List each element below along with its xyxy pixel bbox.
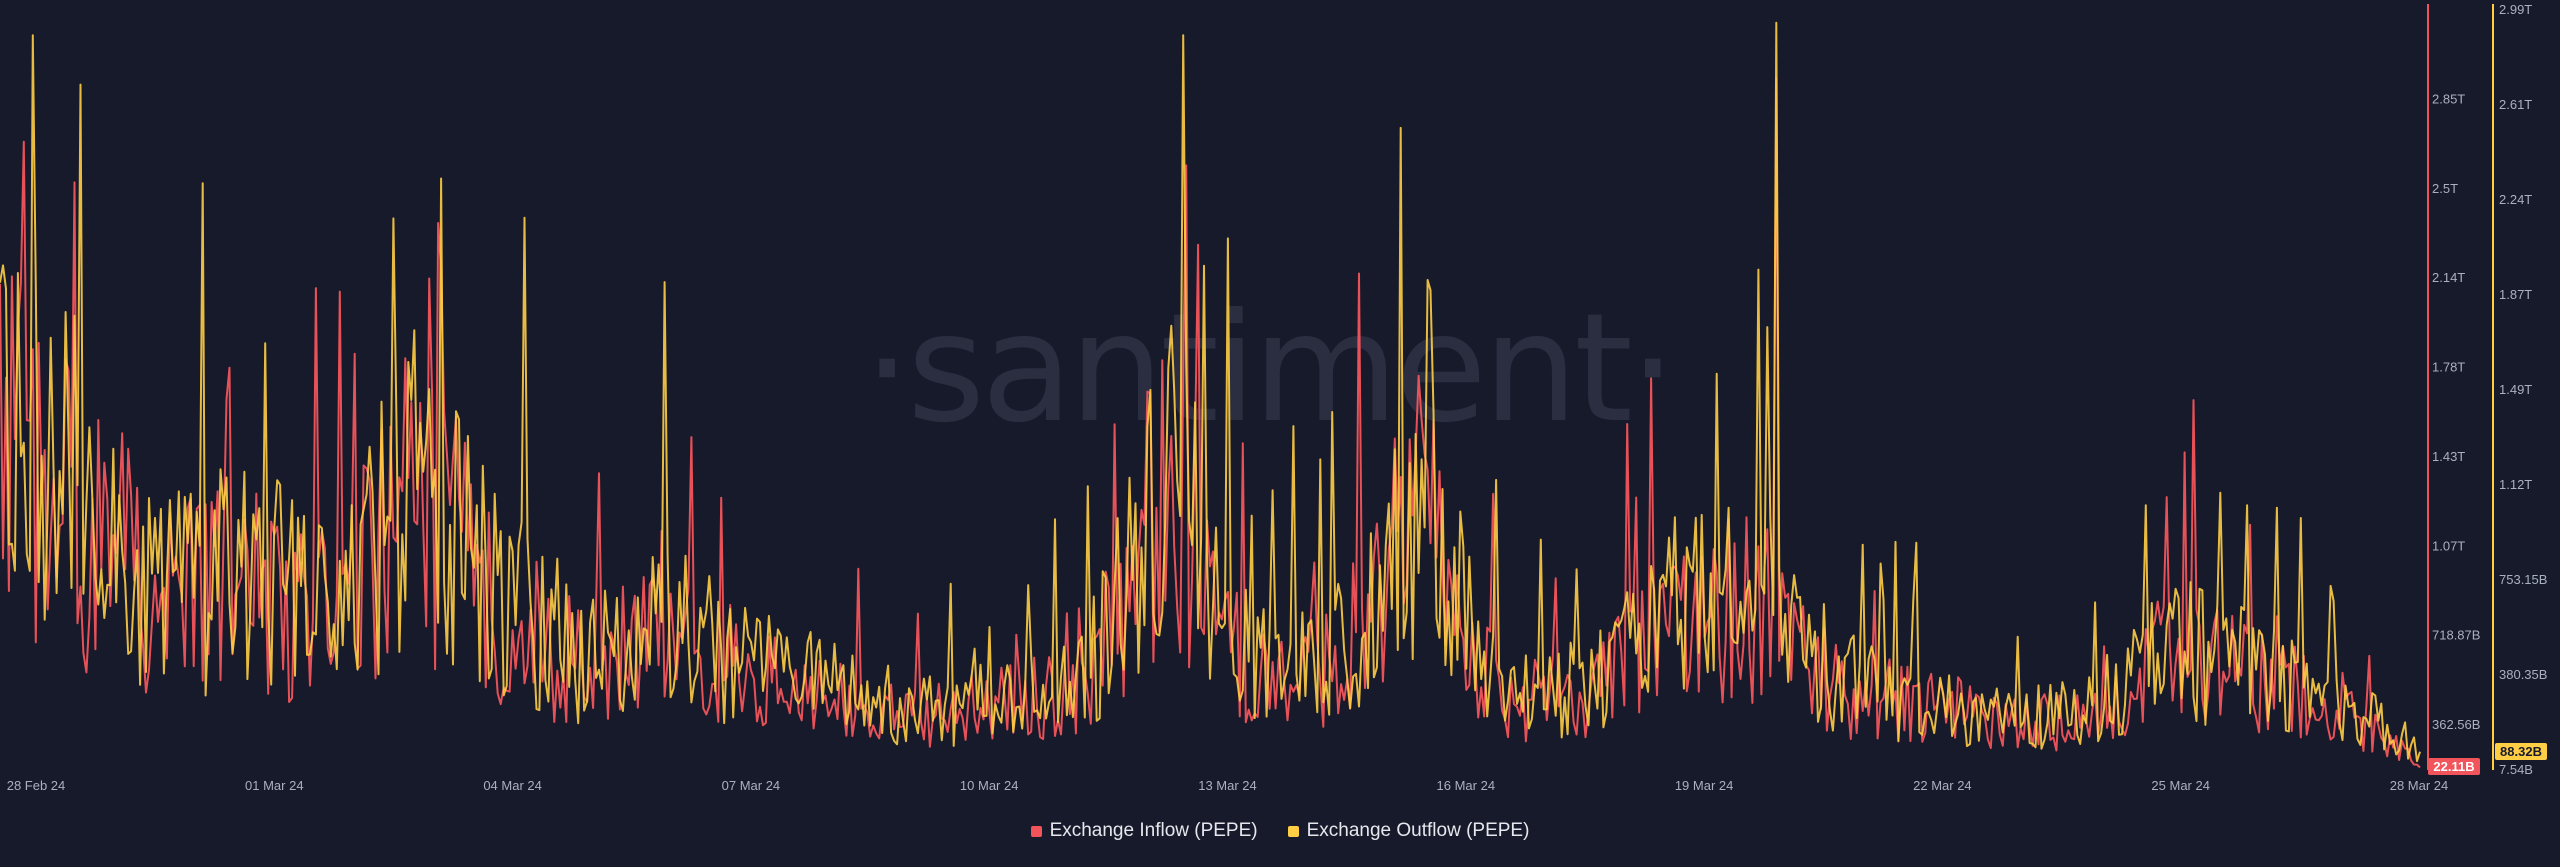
y-axis-left-inflow: 362.56B 718.87B 1.07T 1.43T 1.78T 2.14T 2.5T 2.… [2427,4,2480,770]
y-right-tick-label: 753.15B [2499,572,2547,587]
x-tick-label: 19 Mar 24 [1675,778,1734,793]
series-layer [0,21,2421,769]
y-right-tick-label: 380.35B [2499,667,2547,682]
inflow-series-line [0,77,2421,769]
legend-outflow-label: Exchange Outflow (PEPE) [1306,820,1530,841]
x-axis: 28 Feb 24 01 Mar 24 04 Mar 24 07 Mar 24 10 M… [7,778,2449,793]
y-left-tick-label: 362.56B [2432,717,2480,732]
inflow-current-badge: 22.11B [2428,758,2480,775]
outflow-current-value: 88.32B [2500,744,2542,759]
x-tick-label: 04 Mar 24 [483,778,542,793]
y-left-tick-label: 1.43T [2432,449,2465,464]
outflow-current-badge: 88.32B [2495,743,2547,760]
y-left-tick-label: 2.5T [2432,181,2458,196]
current-value-badges: 22.11B 88.32B [2428,743,2547,775]
y-right-tick-label: 2.61T [2499,97,2532,112]
inflow-current-value: 22.11B [2433,759,2474,774]
legend-inflow-label: Exchange Inflow (PEPE) [1049,820,1258,841]
outflow-swatch-icon [1287,825,1299,837]
y-right-tick-label: 1.87T [2499,287,2532,302]
y-axis-right-outflow: 7.54B 380.35B 753.15B 1.12T 1.49T 1.87T 2.24T 2… [2492,2,2547,777]
legend-item-inflow[interactable]: Exchange Inflow (PEPE) [1030,820,1258,842]
y-right-tick-label: 7.54B [2499,762,2533,777]
x-tick-label: 16 Mar 24 [1437,778,1496,793]
y-left-tick-label: 2.14T [2432,270,2465,285]
y-right-tick-label: 2.24T [2499,192,2532,207]
chart-legend: Exchange Inflow (PEPE) Exchange Outflow … [0,820,2560,842]
x-tick-label: 07 Mar 24 [722,778,781,793]
x-tick-label: 28 Mar 24 [2390,778,2449,793]
x-tick-label: 10 Mar 24 [960,778,1019,793]
y-right-tick-label: 2.99T [2499,2,2532,17]
y-right-tick-label: 1.49T [2499,382,2532,397]
inflow-swatch-icon [1030,825,1042,837]
y-left-tick-label: 1.78T [2432,360,2465,375]
y-right-tick-label: 1.12T [2499,477,2532,492]
x-tick-label: 13 Mar 24 [1198,778,1257,793]
x-tick-label: 25 Mar 24 [2151,778,2210,793]
outflow-series-line [0,21,2421,763]
y-left-tick-label: 2.85T [2432,91,2465,106]
y-left-tick-label: 718.87B [2432,628,2480,643]
x-tick-label: 22 Mar 24 [1913,778,1972,793]
x-tick-label: 01 Mar 24 [245,778,304,793]
santiment-watermark: ·santiment· [863,282,1672,456]
y-left-tick-label: 1.07T [2432,538,2465,553]
legend-item-outflow[interactable]: Exchange Outflow (PEPE) [1287,820,1530,842]
x-tick-label: 28 Feb 24 [7,778,66,793]
